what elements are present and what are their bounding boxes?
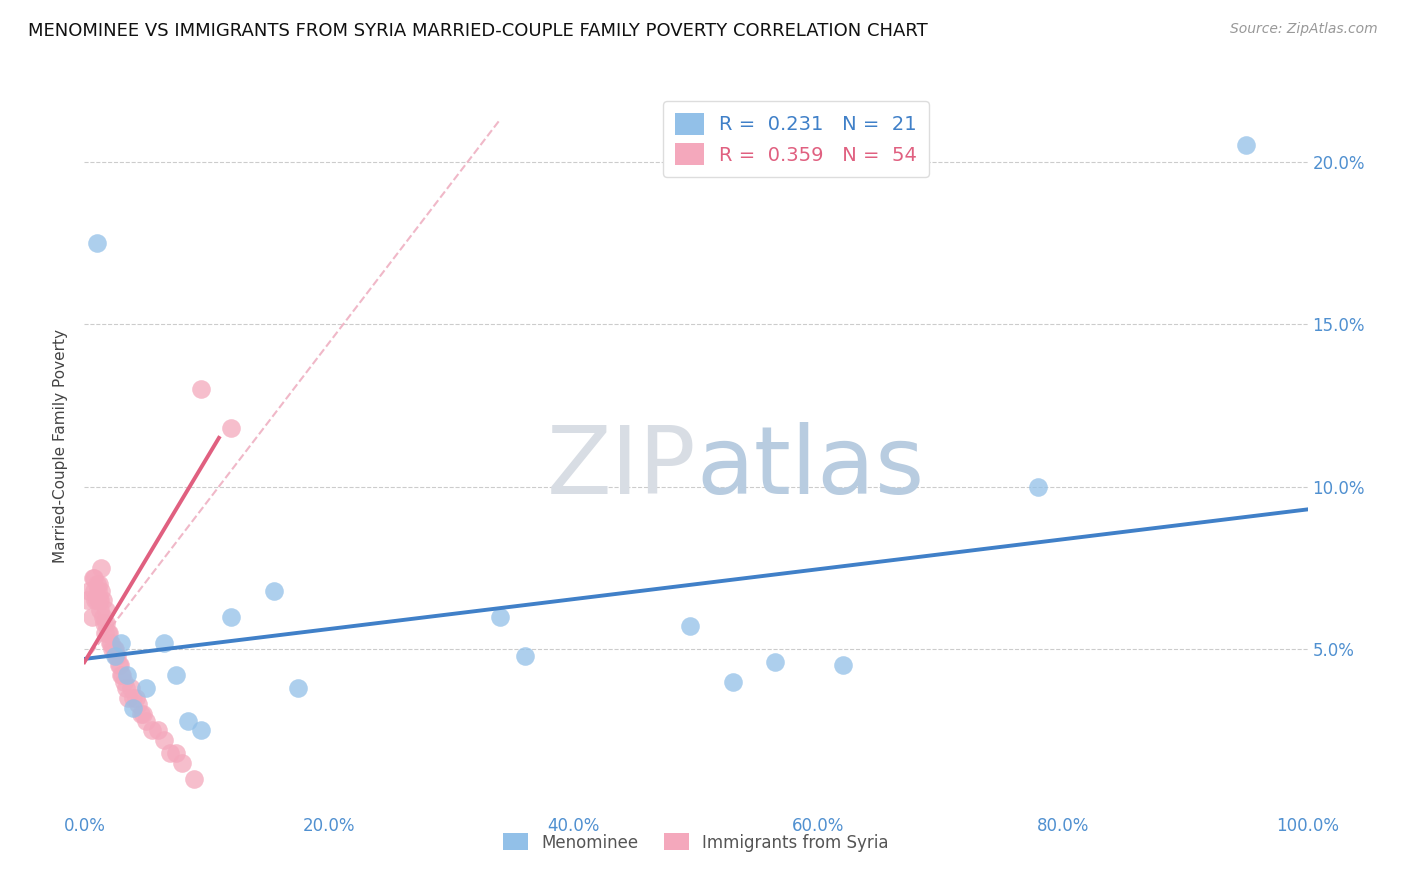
Point — [112, 674, 135, 689]
Point — [86, 235, 108, 250]
Point — [87, 593, 110, 607]
Point — [190, 382, 212, 396]
Point — [111, 668, 134, 682]
Point — [77, 583, 100, 598]
Point — [96, 603, 118, 617]
Point — [82, 571, 104, 585]
Point — [117, 690, 139, 705]
Point — [105, 648, 128, 663]
Point — [98, 635, 121, 649]
Point — [94, 626, 117, 640]
Point — [84, 593, 107, 607]
Point — [146, 723, 169, 738]
Point — [679, 619, 702, 633]
Point — [90, 583, 112, 598]
Point — [132, 707, 155, 722]
Point — [159, 746, 181, 760]
Point — [76, 593, 98, 607]
Point — [287, 681, 309, 696]
Point — [115, 668, 138, 682]
Point — [89, 603, 111, 617]
Point — [165, 746, 187, 760]
Point — [89, 593, 111, 607]
Point — [115, 681, 138, 696]
Text: ZIP: ZIP — [547, 422, 696, 514]
Point — [87, 583, 110, 598]
Point — [172, 756, 194, 770]
Point — [108, 658, 131, 673]
Point — [183, 772, 205, 787]
Legend: Menominee, Immigrants from Syria: Menominee, Immigrants from Syria — [496, 827, 896, 858]
Point — [165, 668, 187, 682]
Point — [153, 635, 176, 649]
Point — [135, 681, 157, 696]
Point — [83, 583, 105, 598]
Point — [122, 700, 145, 714]
Point — [104, 648, 127, 663]
Point — [110, 635, 132, 649]
Point — [129, 707, 152, 722]
Point — [190, 723, 212, 738]
Point — [219, 609, 242, 624]
Y-axis label: Married-Couple Family Poverty: Married-Couple Family Poverty — [53, 329, 69, 563]
Point — [721, 674, 744, 689]
Point — [90, 561, 112, 575]
Point — [91, 609, 114, 624]
Point — [177, 714, 200, 728]
Point — [141, 723, 163, 738]
Point — [86, 593, 108, 607]
Point — [80, 609, 103, 624]
Text: Source: ZipAtlas.com: Source: ZipAtlas.com — [1230, 22, 1378, 37]
Point — [97, 626, 120, 640]
Point — [110, 668, 132, 682]
Point — [489, 609, 512, 624]
Point — [263, 583, 285, 598]
Text: MENOMINEE VS IMMIGRANTS FROM SYRIA MARRIED-COUPLE FAMILY POVERTY CORRELATION CHA: MENOMINEE VS IMMIGRANTS FROM SYRIA MARRI… — [28, 22, 928, 40]
Point — [765, 655, 787, 669]
Point — [96, 616, 118, 631]
Point — [513, 648, 536, 663]
Point — [1236, 138, 1258, 153]
Point — [100, 635, 122, 649]
Point — [125, 690, 148, 705]
Point — [105, 648, 128, 663]
Point — [219, 421, 242, 435]
Point — [153, 733, 176, 747]
Point — [831, 658, 853, 673]
Point — [104, 642, 127, 657]
Point — [135, 714, 157, 728]
Point — [91, 593, 114, 607]
Point — [86, 577, 108, 591]
Point — [122, 690, 145, 705]
Point — [120, 681, 142, 696]
Point — [101, 642, 124, 657]
Point — [1028, 480, 1050, 494]
Point — [87, 577, 110, 591]
Point — [93, 616, 115, 631]
Point — [83, 571, 105, 585]
Point — [97, 626, 120, 640]
Point — [127, 698, 149, 712]
Text: atlas: atlas — [696, 422, 924, 514]
Point — [103, 642, 125, 657]
Point — [107, 658, 129, 673]
